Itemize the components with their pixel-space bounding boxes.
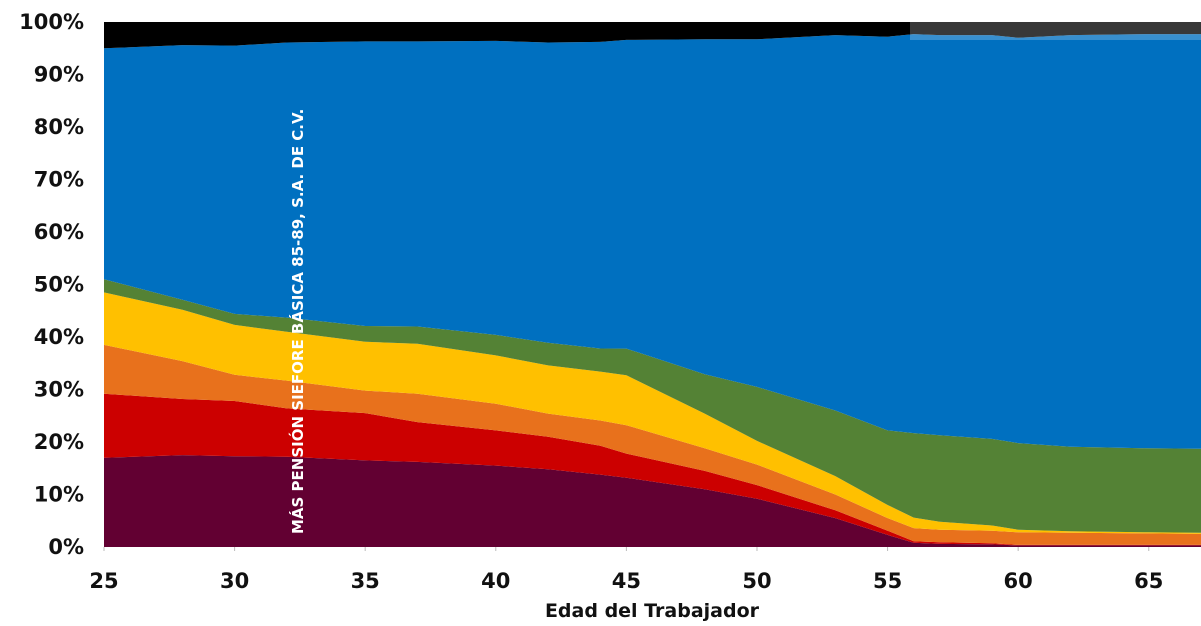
y-tick-label: 80%: [34, 115, 84, 139]
x-axis: 25 30 35 40 45 50 55 60 65: [89, 547, 1163, 593]
corner-overlay: [910, 0, 1201, 40]
y-tick-label: 40%: [34, 325, 84, 349]
x-tick-label: 25: [89, 569, 118, 593]
x-tick-label: 55: [873, 569, 902, 593]
x-tick-label: 30: [220, 569, 249, 593]
area-series-5: [104, 279, 1201, 533]
y-tick-label: 20%: [34, 430, 84, 454]
area-series-7: [104, 22, 1201, 49]
area-series-3: [104, 344, 1201, 545]
vertical-annotation: MÁS PENSIÓN SIEFORE BÁSICA 85-89, S.A. D…: [288, 109, 307, 534]
y-tick-label: 90%: [34, 63, 84, 87]
x-tick-label: 35: [351, 569, 380, 593]
x-tick-label: 40: [481, 569, 510, 593]
x-tick-label: 60: [1004, 569, 1033, 593]
y-axis: 0% 10% 20% 30% 40% 50% 60% 70% 80% 90% 100%: [19, 10, 84, 559]
y-tick-label: 0%: [48, 535, 84, 559]
area-series-4: [104, 292, 1201, 534]
y-tick-label: 10%: [34, 483, 84, 507]
area-series-1: [104, 455, 1201, 547]
area-series-6: [104, 34, 1201, 449]
x-tick-label: 65: [1134, 569, 1163, 593]
y-tick-label: 100%: [19, 10, 84, 34]
y-tick-label: 30%: [34, 378, 84, 402]
y-tick-label: 70%: [34, 168, 84, 192]
x-tick-label: 50: [742, 569, 771, 593]
area-series-2: [104, 393, 1201, 546]
x-axis-title: Edad del Trabajador: [545, 600, 760, 622]
x-tick-label: 45: [612, 569, 641, 593]
y-tick-label: 60%: [34, 220, 84, 244]
area-series-group: [104, 22, 1201, 547]
y-tick-label: 50%: [34, 273, 84, 297]
